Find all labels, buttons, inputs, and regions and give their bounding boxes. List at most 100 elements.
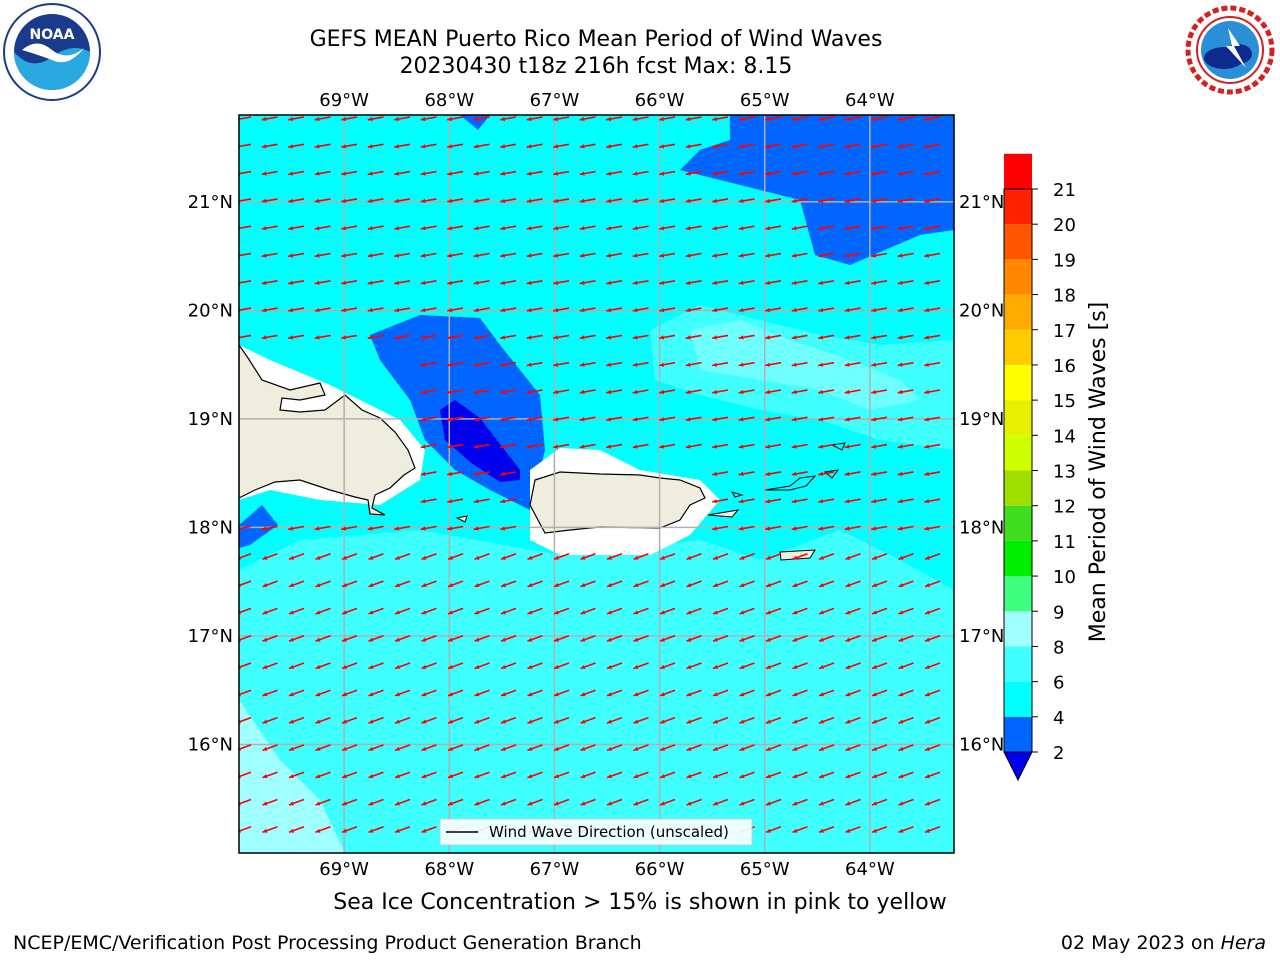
wave-direction-arrow — [659, 553, 676, 561]
wave-direction-arrow — [579, 334, 596, 340]
wave-direction-arrow — [473, 525, 490, 531]
wave-direction-arrow — [791, 334, 808, 340]
wave-direction-arrow — [394, 252, 411, 258]
wave-direction-arrow — [632, 389, 649, 395]
wave-direction-arrow — [659, 116, 676, 122]
sea-ice-note: Sea Ice Concentration > 15% is shown in … — [0, 890, 1280, 915]
wave-direction-arrow — [341, 798, 358, 806]
colorbar-tick-label: 10 — [1053, 567, 1076, 588]
wave-direction-arrow — [633, 634, 649, 642]
wave-direction-arrow — [765, 662, 782, 670]
wave-direction-arrow — [261, 143, 278, 149]
wave-direction-arrow — [447, 280, 464, 285]
wave-direction-arrow — [633, 716, 649, 724]
axis-tick-labels: 69°W 69°W 68°W 68°W 67°W 67°W 66°W 66°W 65°W 65°W… — [188, 90, 1005, 880]
colorbar-extend-low — [1003, 751, 1033, 782]
wave-direction-arrow — [288, 225, 305, 231]
wave-direction-arrow — [738, 307, 755, 313]
wave-direction-arrow — [712, 416, 729, 422]
wave-direction-arrow — [473, 170, 490, 176]
wave-direction-arrow — [898, 826, 914, 834]
wave-direction-arrow — [924, 553, 941, 561]
wave-direction-arrow — [844, 225, 861, 231]
colorbar-tick-label: 19 — [1053, 250, 1076, 271]
wave-direction-arrow — [553, 553, 570, 561]
wave-direction-arrow — [341, 116, 358, 122]
wave-direction-arrow — [527, 634, 543, 642]
wave-direction-arrow — [368, 744, 384, 752]
wave-direction-arrow — [739, 771, 755, 779]
wave-direction-arrow — [315, 771, 331, 779]
wave-direction-arrow — [394, 744, 411, 752]
wave-direction-arrow — [712, 361, 729, 367]
wave-direction-arrow — [924, 498, 941, 504]
wave-direction-arrow — [553, 307, 570, 313]
colorbar-tick-label: 2 — [1053, 743, 1064, 764]
wave-direction-arrow — [314, 170, 331, 176]
wave-direction-arrow — [871, 498, 888, 504]
wave-direction-arrow — [500, 662, 517, 670]
wave-direction-arrow — [871, 334, 888, 340]
wave-direction-arrow — [341, 826, 358, 834]
wave-direction-arrow — [844, 280, 861, 285]
colorbar-segment — [1004, 611, 1032, 647]
wave-direction-arrow — [394, 580, 411, 588]
wave-direction-arrow — [791, 443, 808, 449]
wave-direction-arrow — [315, 553, 331, 561]
wave-direction-arrow — [341, 143, 358, 149]
wave-direction-arrow — [659, 334, 676, 340]
wave-direction-arrow — [261, 525, 278, 531]
wave-direction-arrow — [394, 143, 411, 149]
wave-direction-arrow — [368, 634, 384, 642]
wave-direction-arrow — [685, 389, 702, 395]
wave-direction-arrow — [712, 716, 729, 724]
wave-direction-arrow — [261, 198, 278, 203]
wave-direction-arrow — [712, 334, 729, 340]
wave-direction-arrow — [394, 607, 411, 615]
wave-direction-arrow — [262, 826, 278, 834]
wave-direction-arrow — [500, 361, 517, 367]
wave-direction-arrow — [792, 580, 808, 588]
wave-direction-arrow — [712, 307, 729, 313]
wave-direction-arrow — [818, 143, 835, 149]
wave-direction-arrow — [394, 826, 411, 834]
wave-direction-arrow — [632, 307, 649, 313]
wave-direction-arrow — [712, 634, 729, 642]
wave-direction-arrow — [818, 252, 835, 258]
wave-direction-arrow — [738, 334, 755, 340]
wave-direction-arrow — [818, 225, 835, 231]
wave-direction-arrow — [844, 307, 861, 313]
wave-direction-arrow — [315, 662, 331, 670]
wave-direction-arrow — [632, 116, 649, 122]
wave-direction-arrow — [580, 689, 596, 697]
wave-direction-arrow — [924, 471, 941, 476]
wave-direction-arrow — [261, 170, 278, 176]
wave-direction-arrow — [368, 607, 384, 615]
wave-direction-arrow — [288, 716, 305, 724]
wave-direction-arrow — [315, 607, 331, 615]
wave-direction-arrow — [712, 170, 729, 176]
wave-direction-arrow — [262, 771, 278, 779]
wave-direction-arrow — [844, 498, 861, 504]
wave-direction-arrow — [712, 389, 729, 395]
wave-direction-arrow — [791, 498, 808, 504]
lat-tick-label-right: 19°N — [959, 409, 1004, 430]
wave-direction-arrow — [659, 143, 676, 149]
wave-direction-arrow — [897, 498, 914, 504]
wave-direction-arrow — [580, 744, 596, 752]
lon-tick-label-bottom: 66°W — [635, 859, 685, 880]
wave-direction-arrow — [791, 389, 808, 395]
wave-direction-arrow — [898, 771, 914, 779]
wave-direction-arrow — [420, 143, 437, 149]
wave-direction-arrow — [421, 580, 437, 588]
wave-direction-arrow — [686, 662, 702, 670]
wave-direction-arrow — [368, 580, 384, 588]
wave-direction-arrow — [288, 170, 305, 176]
wave-direction-arrow — [897, 525, 914, 531]
wave-direction-arrow — [368, 798, 384, 806]
wave-direction-arrow — [845, 607, 861, 615]
wave-direction-arrow — [447, 416, 464, 422]
wave-direction-arrow — [871, 471, 888, 476]
wave-direction-arrow — [871, 525, 888, 531]
wave-direction-arrow — [844, 143, 861, 149]
